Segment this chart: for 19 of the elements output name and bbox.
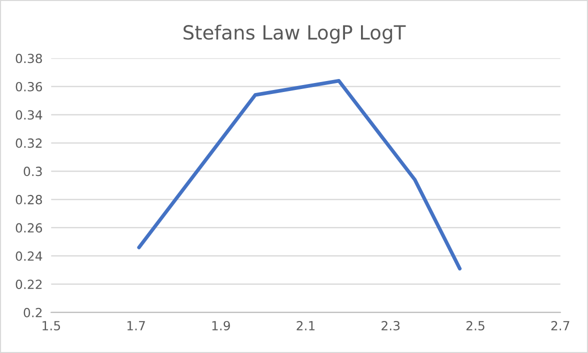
y-tick-label: 0.28 [16, 194, 42, 204]
y-tick-label: 0.26 [16, 223, 42, 233]
y-tick-label: 0.34 [16, 110, 42, 120]
x-tick-label: 1.5 [42, 321, 60, 330]
chart-title: Stefans Law LogP LogT [184, 24, 406, 44]
x-tick-label: 2.7 [551, 320, 570, 330]
x-tick-label: 2.1 [296, 320, 315, 330]
x-tick-label: 1.9 [212, 320, 230, 330]
y-tick-label: 0.22 [16, 280, 42, 290]
y-tick-label: 0.2 [24, 308, 42, 318]
x-tick-label: 2.3 [382, 320, 400, 330]
y-tick-label: 0.3 [24, 166, 42, 176]
line-series [137, 79, 462, 270]
x-tick-label: 2.5 [466, 320, 484, 330]
y-tick-label: 0.38 [16, 54, 42, 64]
y-tick-label: 0.32 [16, 138, 42, 148]
x-tick-label: 1.7 [127, 321, 145, 330]
y-tick-label: 0.36 [16, 82, 42, 92]
y-tick-label: 0.24 [16, 251, 42, 261]
